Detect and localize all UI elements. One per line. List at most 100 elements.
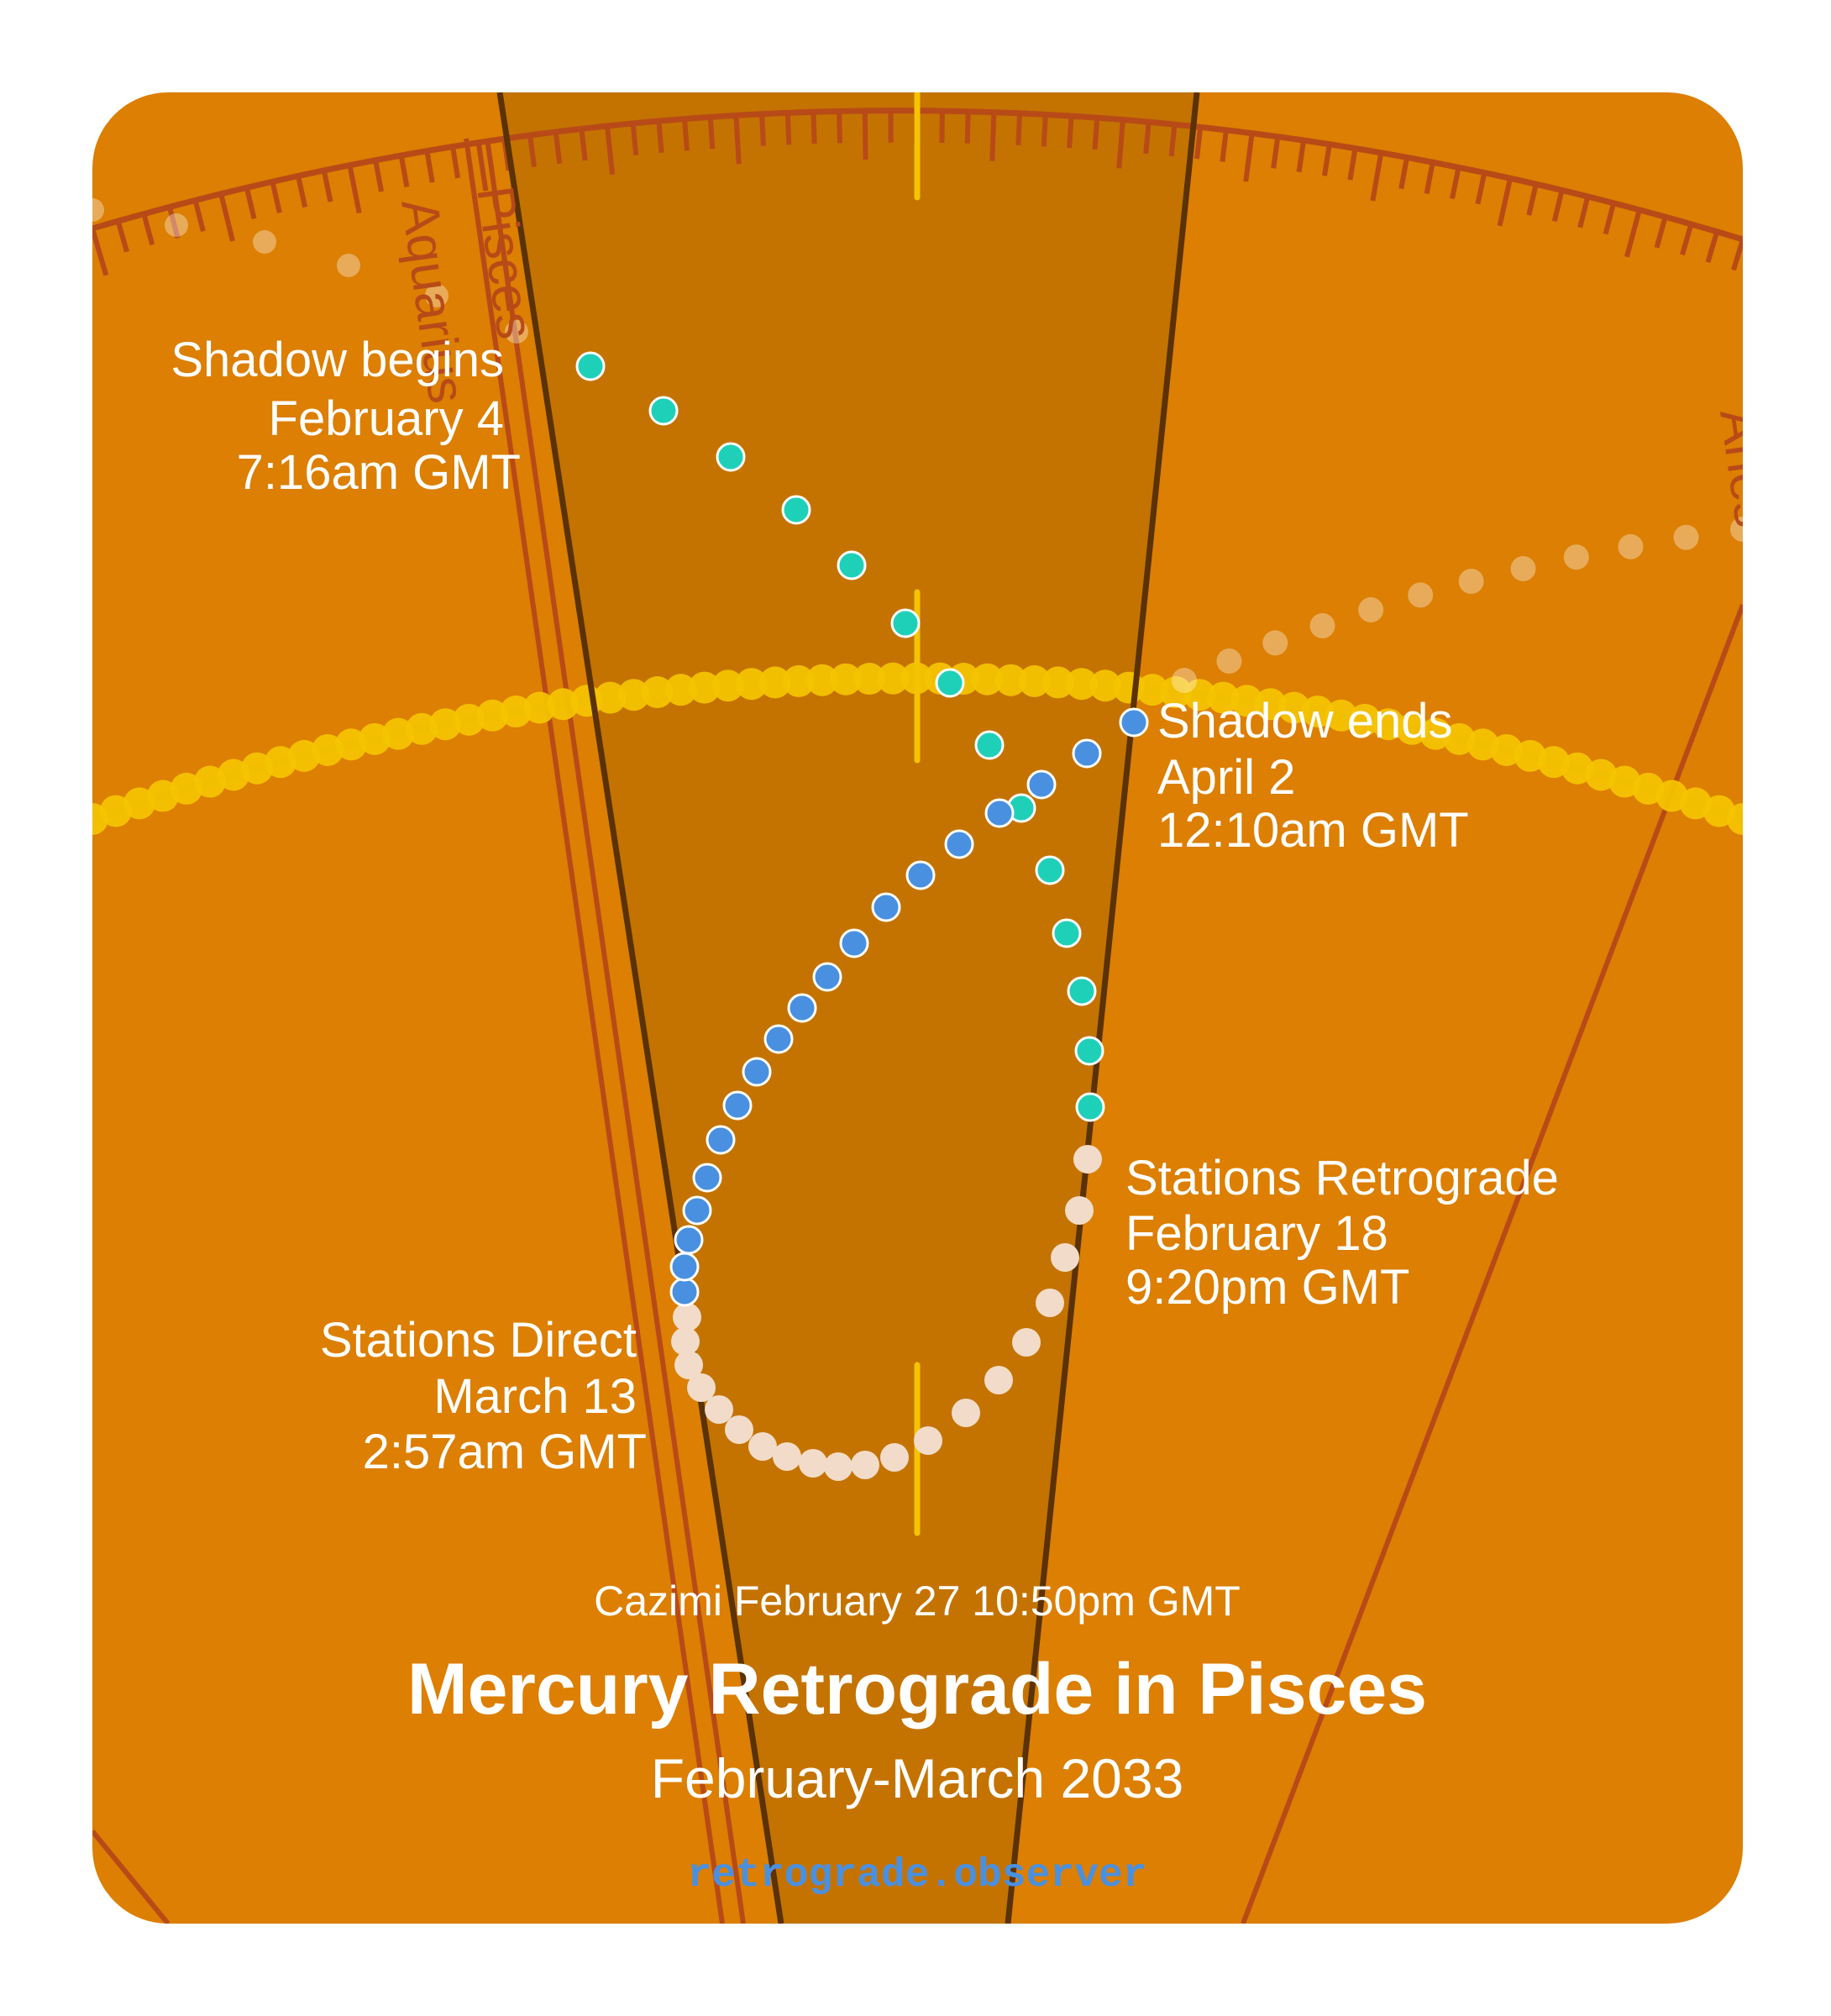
shadow-boundary-left — [496, 92, 784, 1924]
mercury-dot-retrograde — [773, 1442, 801, 1471]
mercury-dot-pre-shadow — [974, 730, 1005, 760]
ruler-tick — [1092, 117, 1100, 150]
stations-retrograde-time: 9:20pm GMT — [1125, 1260, 1409, 1315]
ruler-tick — [1450, 166, 1461, 200]
mercury-dot-retrograde — [914, 1426, 942, 1455]
faint-dot — [1216, 648, 1242, 675]
sun-path-dot — [853, 663, 886, 696]
boundary-line-aquarius-pisces-b — [485, 138, 746, 1924]
mercury-dot-retrograde — [1051, 1243, 1079, 1272]
mercury-dot-retrograde — [673, 1303, 701, 1331]
ruler-tick — [682, 118, 690, 151]
mercury-dot-post-shadow — [692, 1163, 722, 1193]
label-stations-direct: Stations Direct March 13 2:57am GMT — [320, 1313, 647, 1479]
mercury-dot-pre-shadow — [1067, 976, 1097, 1006]
ruler-tick — [1347, 148, 1358, 181]
sun-path-dot — [1348, 703, 1381, 736]
faint-dot — [165, 213, 188, 237]
ruler-tick — [1680, 223, 1694, 256]
boundary-line-pisces-aries — [1241, 603, 1743, 1924]
sun-path-dot — [830, 663, 863, 696]
faint-dot — [1673, 524, 1699, 550]
faint-dot — [92, 198, 104, 222]
stations-retrograde-date: February 18 — [1125, 1206, 1388, 1261]
mercury-dot-retrograde — [671, 1327, 700, 1356]
faint-dot — [1458, 568, 1484, 594]
sun-path-dot — [476, 699, 509, 732]
ruler-tick — [630, 123, 639, 155]
faint-dot — [1408, 582, 1434, 608]
ruler-tick — [296, 175, 308, 208]
cazimi-text: Cazimi February 27 10:50pm GMT — [594, 1578, 1241, 1625]
ruler-tick — [1243, 133, 1255, 182]
mercury-dot-post-shadow — [763, 1024, 794, 1054]
stations-direct-date: March 13 — [433, 1369, 637, 1424]
ruler-tick — [1624, 209, 1642, 258]
sun-path-dot — [1372, 708, 1405, 741]
shadow-boundaries — [496, 92, 1200, 1924]
ruler-tick — [218, 193, 235, 242]
ruler-tick — [321, 170, 333, 202]
sun-path-dot — [758, 666, 791, 699]
mercury-dot-pre-shadow — [575, 351, 606, 381]
mercury-dot-retrograde — [748, 1432, 777, 1461]
mercury-dot-retrograde — [705, 1395, 733, 1424]
ruler-tick — [1526, 183, 1539, 216]
ruler-tick — [989, 112, 997, 161]
ruler-tick — [1271, 136, 1281, 169]
ruler-tick — [1015, 113, 1023, 145]
mercury-dot-post-shadow — [669, 1277, 700, 1307]
shadow-ends-time: 12:10am GMT — [1157, 803, 1469, 858]
sun-path-dot — [1325, 699, 1357, 732]
shadow-begins-date: February 4 — [269, 391, 504, 446]
mercury-dot-pre-shadow — [935, 668, 965, 698]
ruler-tick — [92, 228, 109, 276]
mercury-dot-retrograde — [799, 1449, 827, 1478]
faint-dot — [1730, 517, 1743, 542]
ruler-tick — [1143, 121, 1152, 155]
faint-dot — [1510, 555, 1536, 581]
stations-direct-title: Stations Direct — [320, 1313, 637, 1368]
mercury-dot-retrograde — [1012, 1328, 1041, 1357]
mercury-dot-post-shadow — [1072, 738, 1102, 769]
ruler-tick — [347, 165, 362, 214]
ruler-tick — [1475, 171, 1487, 205]
shadow-ends-date: April 2 — [1157, 750, 1295, 805]
faint-path-dots — [92, 198, 1743, 693]
sun-path-dot — [735, 668, 768, 701]
label-shadow-ends: Shadow ends April 2 12:10am GMT — [1157, 694, 1469, 858]
ruler-tick — [475, 142, 489, 192]
boundary-line-lower-left — [92, 1830, 171, 1924]
mercury-dot-retrograde — [851, 1451, 879, 1479]
shadow-begins-title: Shadow begins — [171, 333, 504, 387]
ruler-tick — [733, 115, 742, 165]
ruler-tick — [1194, 126, 1204, 160]
ruler-tick — [1551, 189, 1565, 223]
label-stations-retrograde: Stations Retrograde February 18 9:20pm G… — [1125, 1151, 1559, 1315]
sun-path-dot — [711, 669, 744, 702]
mercury-dot-pre-shadow — [716, 442, 746, 472]
sun-path-dot — [1301, 696, 1334, 728]
sun-path-dot — [617, 679, 650, 711]
ruler-tick — [270, 181, 282, 213]
ruler-tick — [450, 146, 461, 179]
stations-direct-time: 2:57am GMT — [363, 1425, 647, 1479]
mercury-dot-post-shadow — [905, 860, 936, 890]
sun-path-dot — [1183, 679, 1216, 711]
sun-path-dot — [641, 676, 674, 709]
sun-path-dot — [1136, 674, 1169, 706]
mercury-dot-retrograde — [1036, 1289, 1064, 1317]
faint-dot — [1262, 630, 1288, 656]
ruler-tick — [398, 155, 410, 187]
ruler-tick — [1577, 196, 1591, 228]
label-shadow-begins: Shadow begins February 4 7:16am GMT — [171, 333, 521, 500]
faint-dot — [1358, 597, 1384, 623]
brand-link[interactable]: retrograde.observer — [687, 1853, 1146, 1898]
mercury-dot-retrograde — [674, 1351, 703, 1379]
ruler-tick — [1116, 119, 1125, 169]
sun-path-dot — [688, 671, 721, 704]
ruler-tick — [862, 110, 868, 160]
mercury-dot-pre-shadow — [1052, 918, 1082, 948]
mercury-dot-pre-shadow — [1074, 1036, 1104, 1066]
ruler-tick — [707, 117, 716, 150]
